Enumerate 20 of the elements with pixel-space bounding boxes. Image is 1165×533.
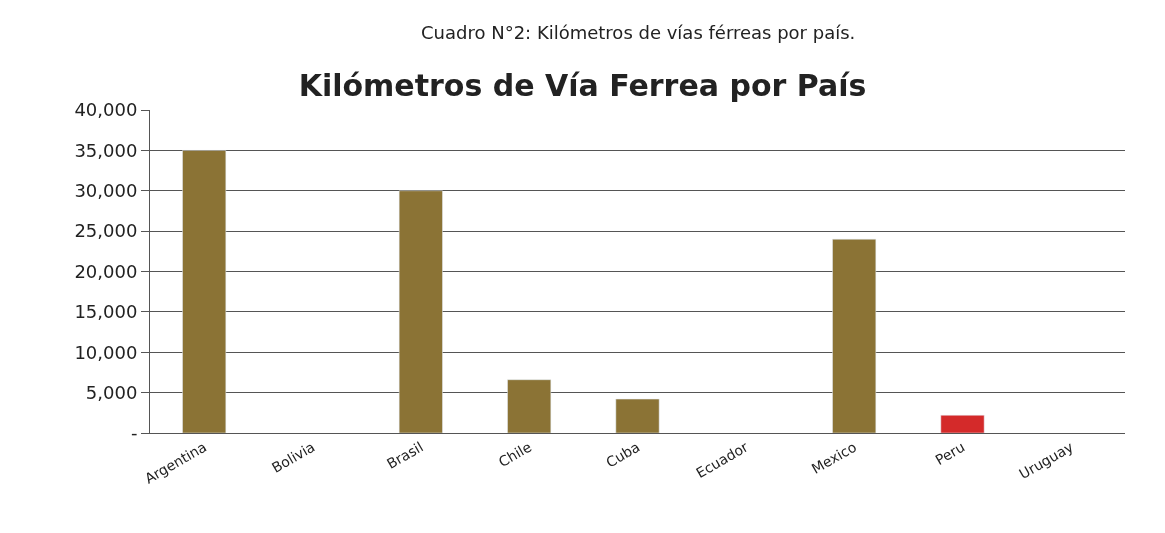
bar [398,190,443,433]
chart-title: Kilómetros de Vía Ferrea por País [298,67,867,103]
y-tick-label: - [130,422,138,444]
x-tick-label: Chile [495,438,535,470]
bar [832,238,877,433]
y-tick-label: 40,000 [74,99,138,121]
y-tick-label: 25,000 [74,220,138,242]
y-tick-label: 35,000 [74,139,138,161]
y-tick-label: 10,000 [74,341,138,363]
y-tick-label: 5,000 [85,381,138,403]
bar [507,379,552,433]
bar [940,414,985,433]
y-tick-label: 20,000 [74,260,138,282]
bar [615,398,660,433]
bar [182,150,227,433]
y-tick-label: 30,000 [74,180,138,202]
y-tick-label: 15,000 [74,301,138,323]
x-tick-label: Cuba [603,438,643,471]
text: Cuadro N°2: Kilómetros de vías férreas por país. [421,22,856,43]
x-tick-label: Peru [932,438,968,469]
